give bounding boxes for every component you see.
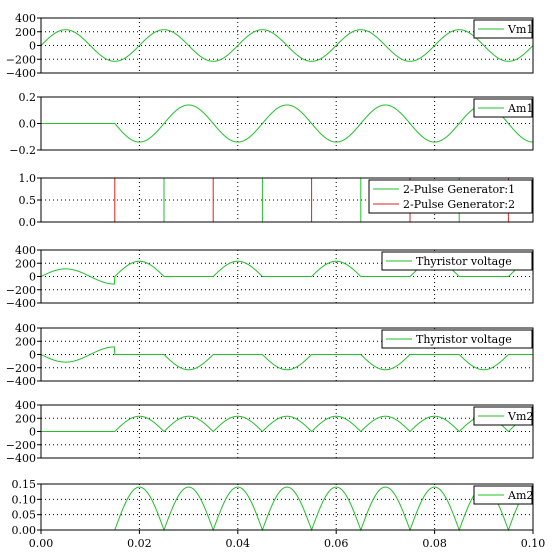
series-vm2 <box>41 415 534 433</box>
legend-box <box>368 179 533 214</box>
y-tick-label: 0.00 <box>12 524 37 537</box>
legend-label: Am1 <box>507 102 533 115</box>
legend: Am1 <box>473 98 533 118</box>
x-tick-label: 0.00 <box>29 537 54 550</box>
panel-2: 0.2 0.0 −0.2 Am1 <box>9 91 534 157</box>
legend: Thyristor voltage <box>381 329 533 349</box>
x-tick-label: 0.02 <box>127 537 152 550</box>
legend-label: Vm1 <box>507 23 533 36</box>
plot-frame <box>40 483 534 531</box>
y-tick-label: −200 <box>6 362 36 375</box>
y-tick-label: 400 <box>15 322 36 335</box>
y-tick-label: 200 <box>15 257 36 270</box>
panel-7: 0.15 0.10 0.05 0.000.00 0.02 0.04 0.06 0.08 0.10… <box>12 478 546 550</box>
y-tick-label: −200 <box>6 439 36 452</box>
legend: Thyristor voltage <box>381 251 533 271</box>
legend-label: 2-Pulse Generator:2 <box>403 198 515 211</box>
legend-label: 2-Pulse Generator:1 <box>403 183 515 196</box>
y-tick-label: 1.0 <box>19 172 37 185</box>
x-tick-label: 0.08 <box>422 537 447 550</box>
y-tick-label: 0.15 <box>12 478 37 491</box>
y-tick-label: 200 <box>15 335 36 348</box>
y-tick-label: 400 <box>15 12 36 25</box>
legend-box <box>381 329 533 349</box>
series-thyristor-voltage <box>40 346 533 371</box>
legend-box <box>381 251 533 271</box>
y-tick-label: 0.05 <box>12 509 37 522</box>
legend: 2-Pulse Generator:1 2-Pulse Generator:2 <box>368 179 533 214</box>
series-am1 <box>41 104 534 143</box>
y-tick-label: 200 <box>15 26 36 39</box>
y-tick-label: −400 <box>6 297 36 310</box>
y-tick-label: 0.10 <box>12 493 37 506</box>
legend: Vm2 <box>473 406 533 426</box>
y-tick-label: 0 <box>29 426 36 439</box>
x-tick-label: 0.04 <box>226 537 251 550</box>
y-tick-label: 0 <box>29 271 36 284</box>
y-tick-label: 0 <box>29 40 36 53</box>
y-tick-label: 0.0 <box>19 216 37 229</box>
y-tick-label: −400 <box>6 452 36 465</box>
y-tick-label: 0 <box>29 349 36 362</box>
legend: Am2 <box>473 485 533 505</box>
legend-label: Am2 <box>507 489 533 502</box>
y-tick-label: 400 <box>15 244 36 257</box>
legend-label: Thyristor voltage <box>416 255 512 268</box>
y-tick-label: 0.2 <box>19 91 37 104</box>
y-tick-label: −200 <box>6 284 36 297</box>
y-tick-label: 0.5 <box>19 194 37 207</box>
legend: Vm1 <box>473 19 533 39</box>
y-tick-label: −0.2 <box>9 144 36 157</box>
series-am2 <box>41 486 534 532</box>
x-tick-label: 0.06 <box>324 537 349 550</box>
y-tick-label: 200 <box>15 412 36 425</box>
y-tick-label: −200 <box>6 53 36 66</box>
y-tick-label: 0.0 <box>19 118 37 131</box>
y-tick-label: −400 <box>6 375 36 388</box>
y-tick-label: −400 <box>6 67 36 80</box>
legend-label: Vm2 <box>507 410 533 423</box>
series-vm1 <box>40 29 534 62</box>
x-tick-label: 0.10 <box>521 537 546 550</box>
panel-3: 1.00.50.02-Pulse Generator:12-Pulse Gene… <box>19 172 534 229</box>
y-tick-label: 400 <box>15 399 36 412</box>
legend-label: Thyristor voltage <box>416 333 512 346</box>
